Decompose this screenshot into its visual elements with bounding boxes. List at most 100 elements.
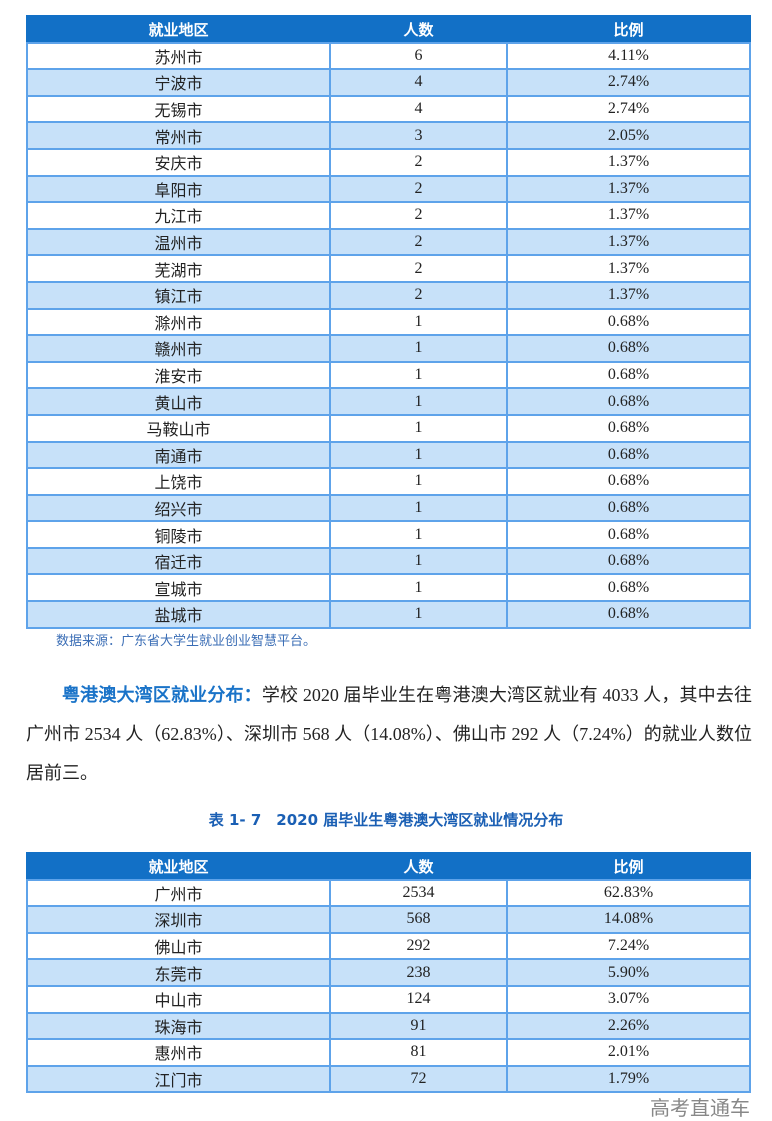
table-cell: 2.74%: [506, 94, 751, 124]
column-header: 就业地区: [26, 15, 331, 44]
table-cell: 1.79%: [506, 1064, 751, 1094]
table-row: 江门市 72 1.79%: [26, 1064, 751, 1094]
table-cell: 1: [329, 307, 508, 337]
table-row: 常州市 3 2.05%: [26, 121, 751, 150]
table-cell: 1.37%: [506, 280, 751, 310]
table-cell: 无锡市: [26, 94, 331, 124]
table-cell: 上饶市: [26, 467, 331, 496]
table-caption: 表 1- 7 2020 届毕业生粤港澳大湾区就业情况分布: [208, 811, 564, 829]
table-cell: 2534: [329, 878, 508, 908]
table-cell: 1: [329, 520, 508, 549]
table-cell: 6: [329, 41, 508, 71]
table-cell: 2: [329, 174, 508, 204]
table-cell: 安庆市: [26, 147, 331, 177]
table-cell: 黄山市: [26, 387, 331, 416]
table-cell: 3.07%: [506, 984, 751, 1014]
table-cell: 1: [329, 573, 508, 603]
paragraph-lead: 粤港澳大湾区就业分布：: [62, 685, 262, 706]
table-row: 温州市 2 1.37%: [26, 227, 751, 257]
table-cell: 铜陵市: [26, 520, 331, 549]
table-row: 宁波市 4 2.74%: [26, 68, 751, 97]
column-header: 人数: [329, 15, 508, 44]
table-cell: 1: [329, 493, 508, 523]
table-cell: 1.37%: [506, 201, 751, 230]
table-row: 铜陵市 1 0.68%: [26, 520, 751, 549]
table-cell: 7.24%: [506, 931, 751, 961]
table-cell: 91: [329, 1011, 508, 1041]
table-cell: 2.01%: [506, 1038, 751, 1067]
table-cell: 马鞍山市: [26, 413, 331, 443]
table-cell: 3: [329, 121, 508, 150]
table-cell: 2: [329, 147, 508, 177]
table-row: 东莞市 238 5.90%: [26, 958, 751, 987]
table-row: 盐城市 1 0.68%: [26, 600, 751, 629]
gba-section: 粤港澳大湾区就业分布：学校 2020 届毕业生在粤港澳大湾区就业有 4033 人…: [0, 676, 772, 1120]
table-row: 广州市 2534 62.83%: [26, 878, 751, 908]
table-row: 芜湖市 2 1.37%: [26, 254, 751, 283]
table-cell: 0.68%: [506, 360, 751, 390]
table-cell: 1: [329, 387, 508, 416]
table-row: 珠海市 91 2.26%: [26, 1011, 751, 1041]
table-row: 宣城市 1 0.68%: [26, 573, 751, 603]
table-cell: 0.68%: [506, 413, 751, 443]
table-cell: 宁波市: [26, 68, 331, 97]
table-cell: 2: [329, 201, 508, 230]
table-cell: 常州市: [26, 121, 331, 150]
table-row: 黄山市 1 0.68%: [26, 387, 751, 416]
table-cell: 1: [329, 334, 508, 363]
table-cell: 292: [329, 931, 508, 961]
table-cell: 0.68%: [506, 493, 751, 523]
table-cell: 1: [329, 600, 508, 629]
table-row: 深圳市 568 14.08%: [26, 905, 751, 934]
table-cell: 江门市: [26, 1064, 331, 1094]
table-gba-employment: 就业地区 人数 比例 广州市 2534 62.83% 深圳市 568 14.08% 佛山市 292 7…: [26, 852, 751, 1094]
table-cell: 4.11%: [506, 41, 751, 71]
table-header-row: 就业地区 人数 比例: [26, 15, 751, 44]
table-cell: 2.05%: [506, 121, 751, 150]
table-row: 惠州市 81 2.01%: [26, 1038, 751, 1067]
table-cell: 苏州市: [26, 41, 331, 71]
watermark: 高考直通车: [650, 1096, 750, 1121]
table-cell: 盐城市: [26, 600, 331, 629]
table-cell: 1: [329, 467, 508, 496]
data-source-note: 数据来源：广东省大学生就业创业智慧平台。: [56, 634, 317, 649]
table-cell: 1: [329, 546, 508, 576]
table-cell: 佛山市: [26, 931, 331, 961]
table-cell: 0.68%: [506, 440, 751, 470]
table-cell: 东莞市: [26, 958, 331, 987]
table-row: 佛山市 292 7.24%: [26, 931, 751, 961]
table-cell: 深圳市: [26, 905, 331, 934]
table-header-row: 就业地区 人数 比例: [26, 852, 751, 881]
table-cell: 1.37%: [506, 227, 751, 257]
column-header: 比例: [506, 15, 751, 44]
table-row: 淮安市 1 0.68%: [26, 360, 751, 390]
table-cell: 滁州市: [26, 307, 331, 337]
table-row: 苏州市 6 4.11%: [26, 41, 751, 71]
table-cell: 14.08%: [506, 905, 751, 934]
table-cell: 62.83%: [506, 878, 751, 908]
table-cell: 4: [329, 68, 508, 97]
table-cell: 广州市: [26, 878, 331, 908]
table-cell: 124: [329, 984, 508, 1014]
table-row: 中山市 124 3.07%: [26, 984, 751, 1014]
table-row: 赣州市 1 0.68%: [26, 334, 751, 363]
table-cell: 绍兴市: [26, 493, 331, 523]
table-cell: 1: [329, 360, 508, 390]
table-cell: 2.74%: [506, 68, 751, 97]
table-cell: 4: [329, 94, 508, 124]
column-header: 人数: [329, 852, 508, 881]
table-row: 上饶市 1 0.68%: [26, 467, 751, 496]
table-cell: 1.37%: [506, 174, 751, 204]
table-cell: 81: [329, 1038, 508, 1067]
table-cell: 0.68%: [506, 600, 751, 629]
table-cell: 0.68%: [506, 467, 751, 496]
table-cell: 2: [329, 254, 508, 283]
table-row: 安庆市 2 1.37%: [26, 147, 751, 177]
table-cell: 0.68%: [506, 520, 751, 549]
table-cell: 珠海市: [26, 1011, 331, 1041]
table-row: 马鞍山市 1 0.68%: [26, 413, 751, 443]
table-row: 镇江市 2 1.37%: [26, 280, 751, 310]
table-cell: 0.68%: [506, 387, 751, 416]
table-cell: 0.68%: [506, 573, 751, 603]
column-header: 比例: [506, 852, 751, 881]
